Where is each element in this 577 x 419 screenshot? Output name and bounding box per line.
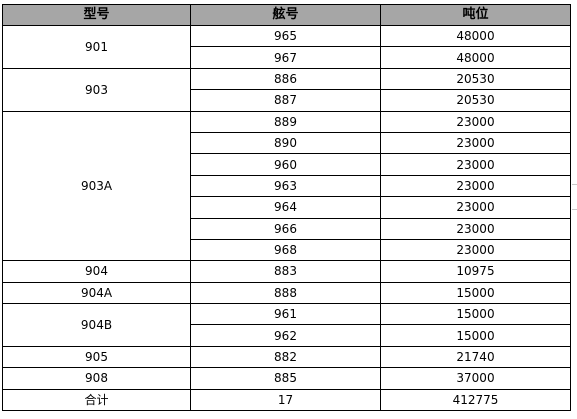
table-row: 904A 888 15000 xyxy=(2,281,571,305)
table-row: 962 15000 xyxy=(3,324,571,347)
tonnage-cell[interactable]: 15000 xyxy=(380,303,571,326)
table-body: 901 965 48000 967 48000 903 886 20530 887 20530 90… xyxy=(2,24,571,390)
total-count-cell[interactable]: 17 xyxy=(190,388,381,412)
hull-number-cell[interactable]: 888 xyxy=(190,281,381,305)
header-model[interactable]: 型号 xyxy=(2,4,191,26)
model-cell[interactable]: 904A xyxy=(2,281,191,305)
model-cell[interactable]: 903A xyxy=(2,110,191,262)
table-row: 904 883 10975 xyxy=(2,260,571,283)
tonnage-cell[interactable]: 20530 xyxy=(380,89,571,112)
sheet-edge-mark xyxy=(572,184,577,185)
table-row: 968 23000 xyxy=(3,238,571,262)
tonnage-cell[interactable]: 20530 xyxy=(380,67,571,91)
hull-number-cell[interactable]: 964 xyxy=(190,196,381,219)
tonnage-cell[interactable]: 23000 xyxy=(380,217,571,240)
table-row: 901 965 48000 xyxy=(2,24,571,69)
hull-number-cell[interactable]: 960 xyxy=(190,153,381,176)
total-tonnage-cell[interactable]: 412775 xyxy=(380,388,571,412)
model-cell[interactable]: 904B xyxy=(2,303,191,347)
hull-number-cell[interactable]: 886 xyxy=(190,67,381,91)
tonnage-cell[interactable]: 48000 xyxy=(380,46,571,69)
table-row: 904B 961 15000 xyxy=(2,303,571,347)
hull-number-cell[interactable]: 887 xyxy=(190,89,381,112)
total-row: 合计 17 412775 xyxy=(2,388,571,412)
header-hull-number[interactable]: 舷号 xyxy=(190,4,381,26)
model-cell[interactable]: 904 xyxy=(2,260,191,283)
tonnage-cell[interactable]: 23000 xyxy=(380,174,571,198)
tonnage-cell[interactable]: 23000 xyxy=(380,153,571,176)
tonnage-cell[interactable]: 48000 xyxy=(380,24,571,48)
hull-number-cell[interactable]: 961 xyxy=(190,303,381,326)
table-row: 903A 889 23000 xyxy=(2,110,571,262)
model-cell[interactable]: 905 xyxy=(2,345,191,369)
header-tonnage[interactable]: 吨位 xyxy=(380,4,571,26)
table-row: 966 23000 xyxy=(3,217,571,240)
hull-number-cell[interactable]: 962 xyxy=(190,324,381,347)
tonnage-cell[interactable]: 37000 xyxy=(380,367,571,390)
hull-number-cell[interactable]: 968 xyxy=(190,238,381,262)
hull-number-cell[interactable]: 963 xyxy=(190,174,381,198)
hull-number-cell[interactable]: 966 xyxy=(190,217,381,240)
total-label-cell[interactable]: 合计 xyxy=(2,388,191,412)
table-row: 890 23000 xyxy=(3,131,571,155)
hull-number-cell[interactable]: 885 xyxy=(190,367,381,390)
table-row: 963 23000 xyxy=(3,174,571,198)
model-cell[interactable]: 903 xyxy=(2,67,191,112)
tonnage-cell[interactable]: 21740 xyxy=(380,345,571,369)
sheet-edge-mark xyxy=(572,209,577,210)
table-row: 905 882 21740 xyxy=(2,345,571,369)
header-row: 型号 舷号 吨位 xyxy=(2,4,571,26)
ship-tonnage-table: 型号 舷号 吨位 901 965 48000 967 48000 903 886 20530 8… xyxy=(2,4,571,412)
tonnage-cell[interactable]: 10975 xyxy=(380,260,571,283)
tonnage-cell[interactable]: 23000 xyxy=(380,196,571,219)
tonnage-cell[interactable]: 23000 xyxy=(380,131,571,155)
table-row: 908 885 37000 xyxy=(2,367,571,390)
tonnage-cell[interactable]: 23000 xyxy=(380,110,571,133)
model-cell[interactable]: 908 xyxy=(2,367,191,390)
model-cell[interactable]: 901 xyxy=(2,25,191,69)
hull-number-cell[interactable]: 889 xyxy=(190,110,381,133)
table-row: 903 886 20530 xyxy=(2,67,571,112)
hull-number-cell[interactable]: 883 xyxy=(190,260,381,283)
tonnage-cell[interactable]: 23000 xyxy=(380,238,571,262)
tonnage-cell[interactable]: 15000 xyxy=(380,324,571,347)
hull-number-cell[interactable]: 967 xyxy=(190,46,381,69)
hull-number-cell[interactable]: 882 xyxy=(190,345,381,369)
hull-number-cell[interactable]: 965 xyxy=(190,24,381,48)
hull-number-cell[interactable]: 890 xyxy=(190,131,381,155)
spreadsheet-area: 型号 舷号 吨位 901 965 48000 967 48000 903 886 20530 8… xyxy=(2,4,571,412)
tonnage-cell[interactable]: 15000 xyxy=(380,281,571,305)
